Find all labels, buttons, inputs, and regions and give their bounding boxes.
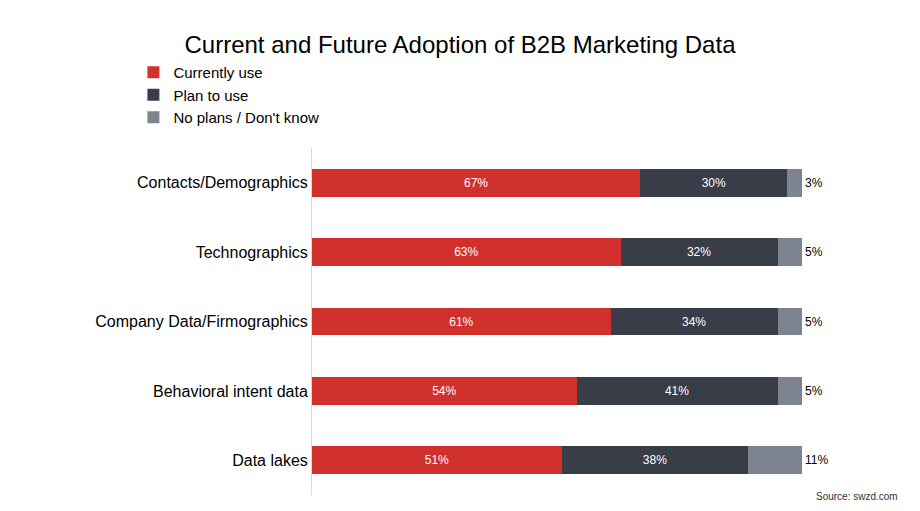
svg-text:5%: 5% [805, 245, 823, 259]
svg-text:3%: 3% [805, 176, 823, 190]
svg-text:38%: 38% [643, 453, 667, 467]
svg-text:11%: 11% [805, 453, 828, 467]
svg-text:51%: 51% [425, 453, 449, 467]
svg-text:67%: 67% [464, 176, 488, 190]
svg-text:34%: 34% [682, 315, 706, 329]
svg-text:Company Data/Firmographics: Company Data/Firmographics [95, 313, 308, 330]
svg-text:54%: 54% [432, 384, 456, 398]
svg-text:5%: 5% [805, 315, 823, 329]
svg-text:41%: 41% [665, 384, 689, 398]
svg-text:61%: 61% [449, 315, 473, 329]
svg-text:Current and Future Adoption of: Current and Future Adoption of B2B Marke… [185, 31, 737, 58]
svg-text:30%: 30% [702, 176, 726, 190]
svg-text:5%: 5% [805, 384, 823, 398]
svg-text:63%: 63% [454, 245, 478, 259]
svg-text:Behavioral intent data: Behavioral intent data [153, 383, 308, 400]
svg-text:Source: swzd.com: Source: swzd.com [816, 491, 898, 502]
svg-text:Plan to use: Plan to use [173, 87, 248, 104]
svg-text:Technographics: Technographics [196, 244, 308, 261]
svg-text:Contacts/Demographics: Contacts/Demographics [137, 174, 308, 191]
svg-text:Data lakes: Data lakes [232, 452, 308, 469]
svg-text:No plans / Don't know: No plans / Don't know [173, 109, 319, 126]
svg-text:Currently use: Currently use [173, 64, 262, 81]
svg-text:32%: 32% [687, 245, 711, 259]
